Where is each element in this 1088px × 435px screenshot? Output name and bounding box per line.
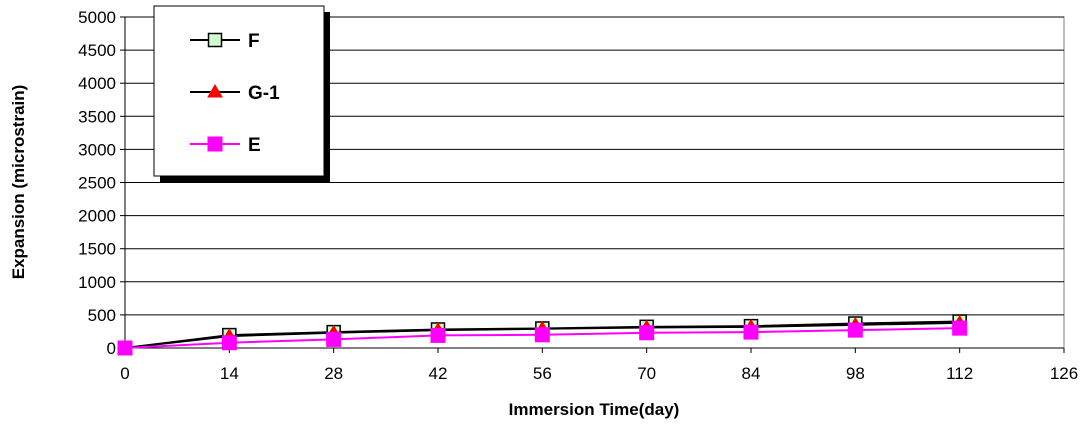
data-point-E	[326, 331, 342, 347]
y-tick-label: 3500	[78, 107, 116, 126]
y-tick-label: 1000	[78, 273, 116, 292]
y-tick-label: 4500	[78, 41, 116, 60]
legend-items: F G-1 E	[190, 31, 280, 156]
data-point-E	[430, 327, 446, 343]
series-E	[117, 320, 968, 356]
y-tick-label: 5000	[78, 8, 116, 27]
x-tick-label: 56	[533, 364, 552, 383]
data-point-E	[952, 320, 968, 336]
legend-item-G-1: G-1	[190, 83, 280, 104]
x-tick-label: 126	[1050, 364, 1078, 383]
y-tick-label: 4000	[78, 74, 116, 93]
y-tick-label: 2000	[78, 207, 116, 226]
y-tick-label: 500	[88, 306, 116, 325]
data-point-E	[221, 335, 237, 351]
axes	[124, 17, 1065, 353]
x-tick-label: 14	[220, 364, 239, 383]
series-group	[117, 314, 968, 356]
y-tick-labels: 0 500 1000 1500 2000 2500 3000 3500 4000 4500 5000	[78, 8, 116, 358]
legend-label: G-1	[248, 83, 280, 104]
legend: F G-1 E	[153, 5, 330, 182]
x-tick-label: 42	[429, 364, 448, 383]
legend-marker	[207, 32, 223, 48]
legend-item-F: F	[190, 31, 260, 52]
data-point-E	[534, 327, 550, 343]
x-tick-label: 98	[846, 364, 865, 383]
legend-marker	[207, 84, 223, 98]
y-axis-title: Expansion (microstrain)	[9, 85, 28, 280]
x-tick-label: 28	[324, 364, 343, 383]
legend-label: E	[248, 135, 261, 156]
y-tick-label: 3000	[78, 140, 116, 159]
y-tick-label: 0	[107, 339, 116, 358]
data-point-E	[639, 325, 655, 341]
legend-label: F	[248, 31, 260, 52]
legend-item-E: E	[190, 135, 261, 156]
y-tick-label: 2500	[78, 174, 116, 193]
data-point-E	[117, 340, 133, 356]
x-tick-label: 112	[946, 364, 973, 383]
x-axis-title: Immersion Time(day)	[509, 400, 680, 419]
data-point-E	[847, 322, 863, 338]
data-point-E	[743, 324, 759, 340]
x-tick-label: 0	[120, 364, 129, 383]
y-tick-label: 1500	[78, 240, 116, 259]
legend-marker	[207, 136, 223, 152]
x-tick-label: 70	[637, 364, 656, 383]
x-tick-label: 84	[742, 364, 761, 383]
x-tick-labels: 0 14 28 42 56 70 84 98 112 126	[120, 364, 1078, 383]
